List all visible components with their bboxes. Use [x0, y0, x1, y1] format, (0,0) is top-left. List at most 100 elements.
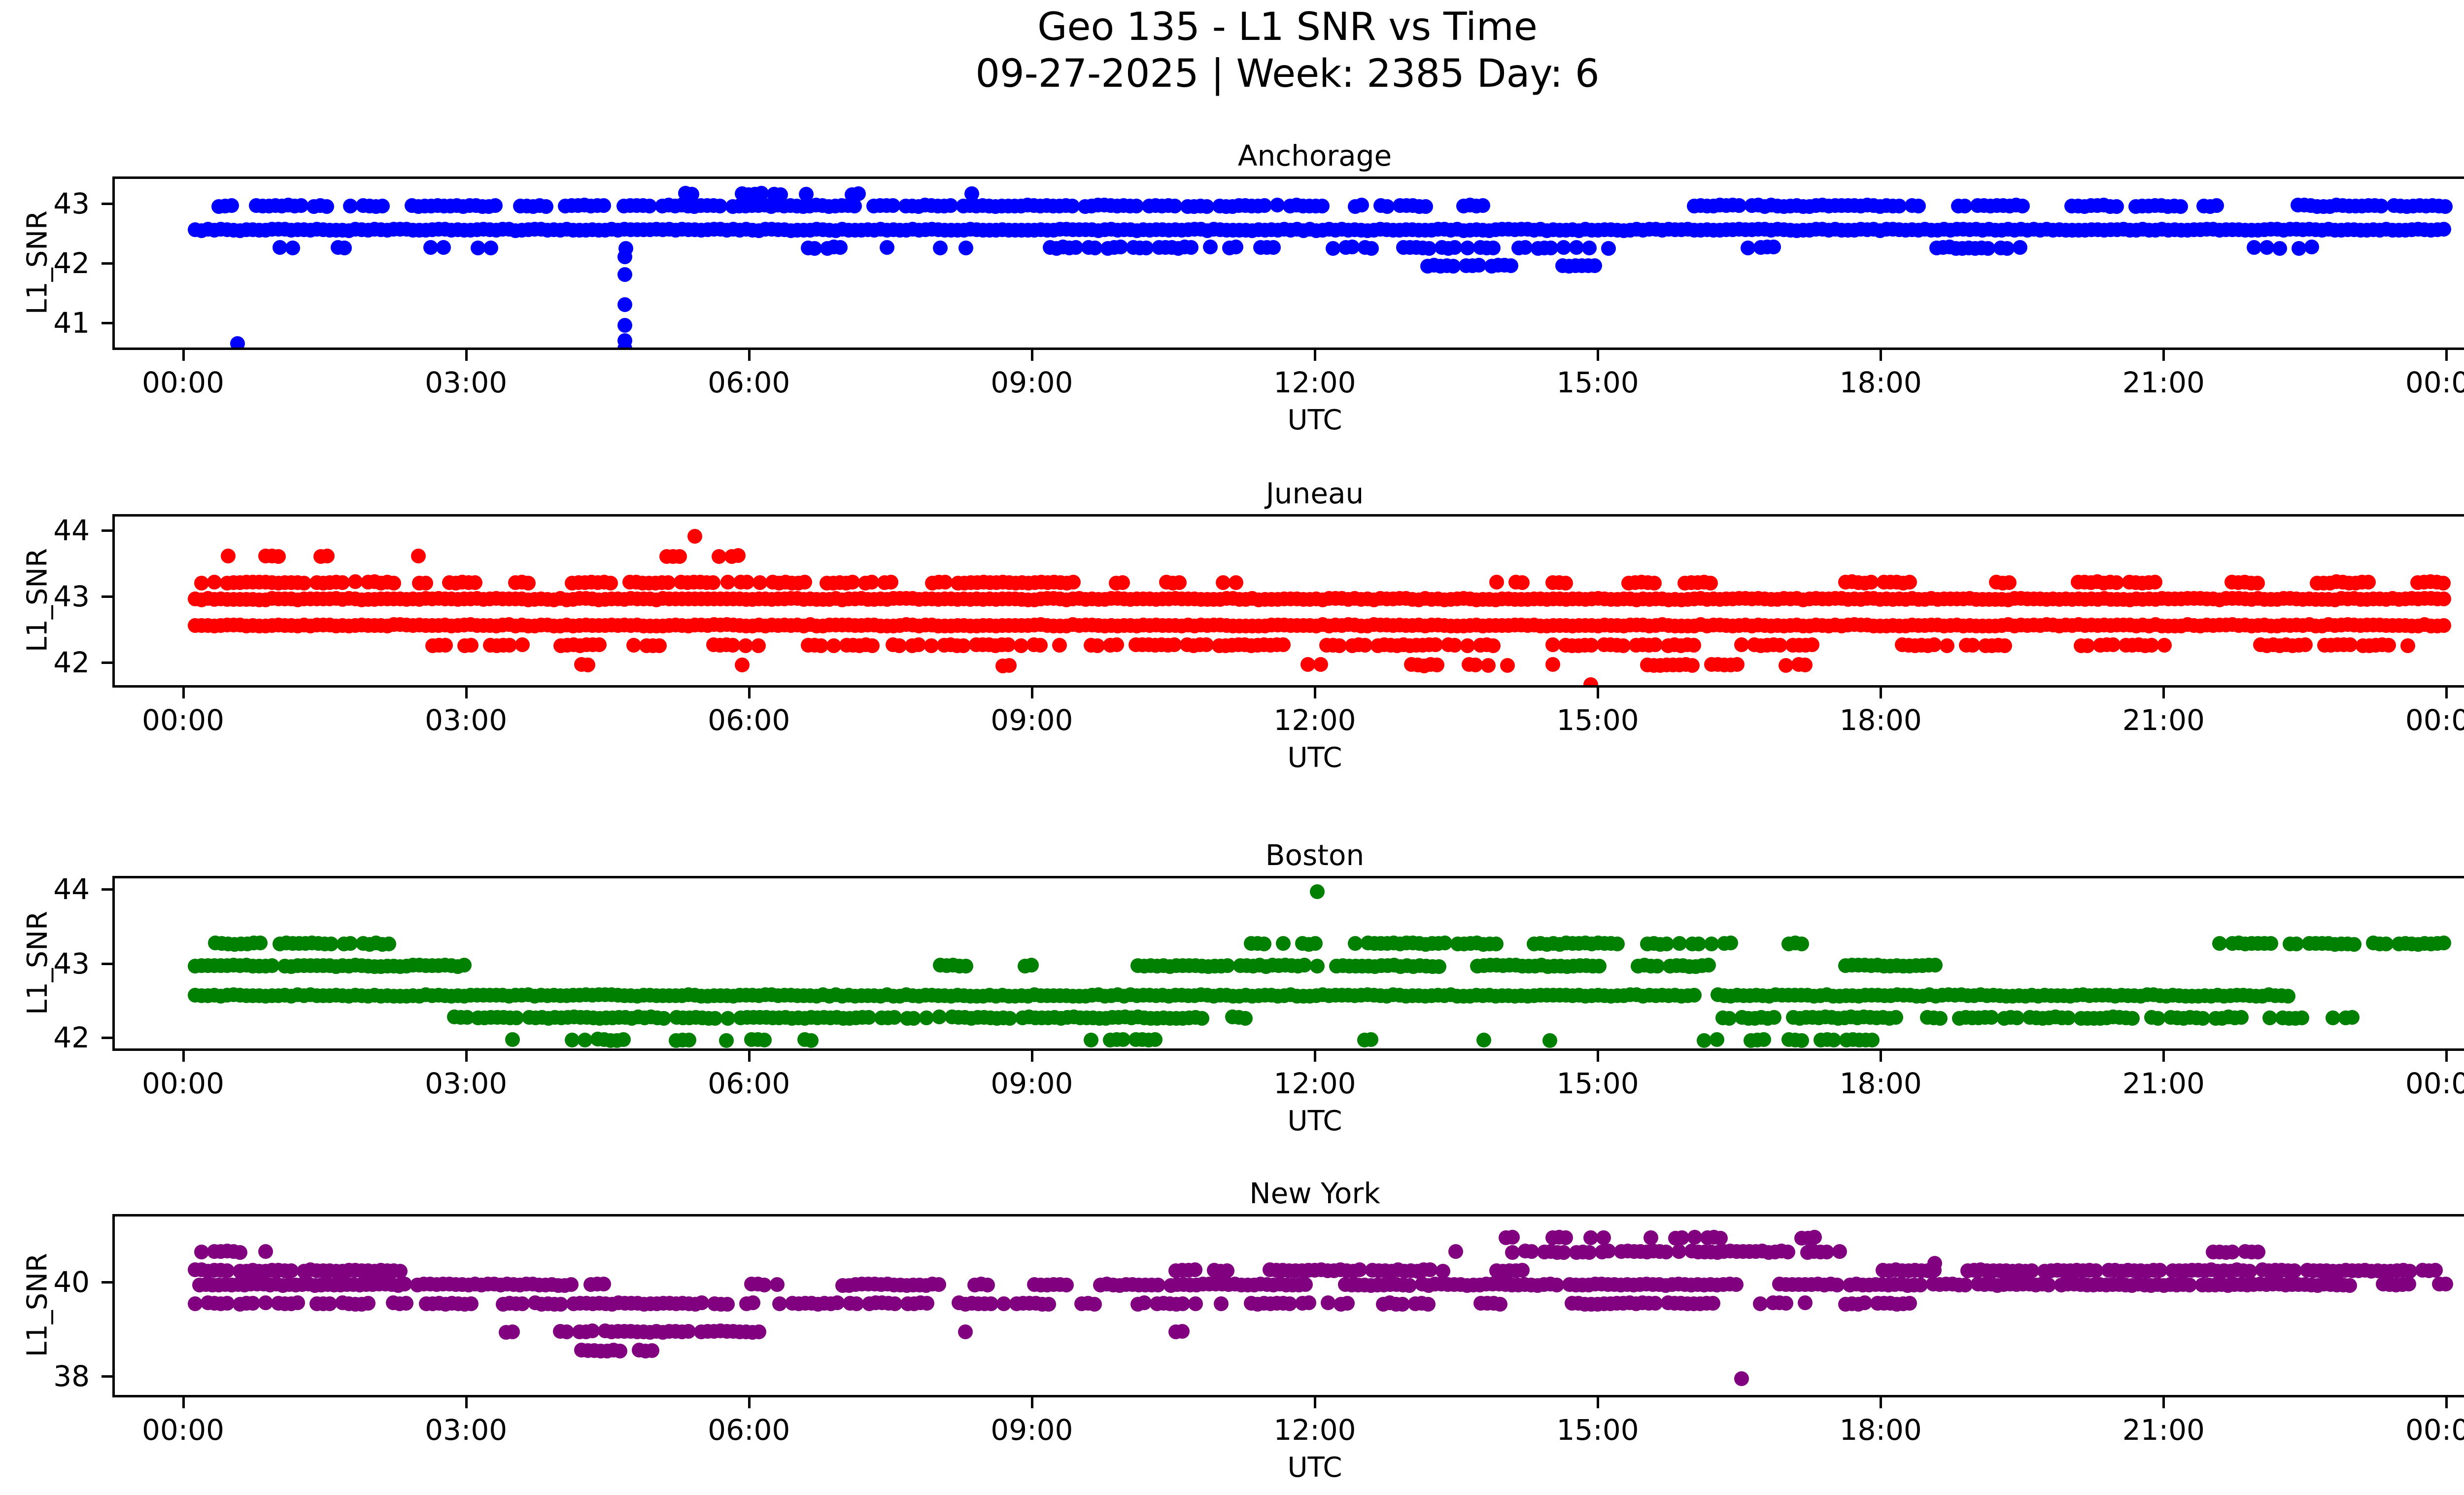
data-point — [502, 638, 517, 653]
data-point — [2381, 637, 2396, 653]
data-point — [2428, 1262, 2443, 1278]
data-point — [1587, 258, 1602, 273]
data-point — [1270, 198, 1285, 213]
data-point — [1798, 1295, 1813, 1311]
data-point — [2436, 221, 2451, 237]
data-point — [1926, 637, 1942, 652]
data-point — [756, 1033, 772, 1048]
data-point — [1301, 1295, 1317, 1310]
x-tick-label: 15:00 — [1556, 366, 1639, 399]
data-point — [1902, 574, 1917, 590]
x-tick-label: 06:00 — [708, 1413, 790, 1447]
data-point — [1805, 637, 1820, 652]
data-point — [1505, 1245, 1520, 1260]
data-point — [487, 198, 503, 213]
data-point — [596, 198, 611, 213]
data-point — [232, 1245, 247, 1260]
data-point — [1864, 1032, 1880, 1047]
data-point — [1229, 240, 1244, 255]
data-point — [1109, 637, 1124, 653]
data-point — [360, 1296, 376, 1311]
x-tick-label: 03:00 — [425, 366, 508, 399]
data-point — [681, 1033, 696, 1048]
data-point — [645, 1343, 660, 1358]
data-point — [1059, 1278, 1074, 1293]
data-point — [1596, 1230, 1611, 1246]
data-point — [271, 549, 286, 564]
data-point — [2281, 988, 2296, 1004]
data-point — [1219, 1263, 1234, 1279]
data-point — [751, 638, 766, 654]
data-point — [1448, 1244, 1463, 1259]
data-point — [505, 1324, 520, 1339]
data-point — [1024, 958, 1039, 973]
x-tick-label: 06:00 — [708, 1067, 790, 1100]
data-point — [958, 241, 973, 256]
data-point — [886, 198, 901, 213]
data-point — [2361, 575, 2376, 590]
data-point — [1505, 1230, 1520, 1245]
x-tick-label: 15:00 — [1556, 703, 1639, 737]
figure-title-line2: 09-27-2025 | Week: 2385 Day: 6 — [975, 52, 1600, 97]
data-point — [1794, 936, 1809, 951]
data-point — [1486, 638, 1501, 654]
x-tick-label: 15:00 — [1556, 1413, 1639, 1447]
x-tick-mark — [748, 1051, 751, 1062]
data-point — [931, 1277, 946, 1292]
data-point — [1701, 958, 1716, 973]
data-point — [1432, 959, 1447, 974]
data-point — [1939, 638, 1954, 654]
x-tick-label: 12:00 — [1273, 1067, 1356, 1100]
x-tick-label: 00:00 — [141, 1067, 225, 1100]
data-point — [2347, 937, 2362, 952]
data-point — [980, 1278, 995, 1293]
data-point — [1436, 1263, 1451, 1279]
x-tick-mark — [748, 688, 751, 698]
figure-title: Geo 135 - L1 SNR vs Time 09-27-2025 | We… — [0, 4, 2464, 98]
data-point — [521, 575, 536, 591]
data-point — [2251, 1244, 2266, 1259]
data-point — [1340, 1296, 1355, 1311]
data-point — [847, 198, 862, 213]
data-point — [2436, 591, 2451, 607]
x-tick-label: 00:00 — [2405, 1413, 2464, 1447]
data-point — [1957, 199, 1973, 214]
data-point — [2147, 574, 2162, 590]
data-point — [1194, 1011, 1209, 1026]
data-point — [1147, 1032, 1163, 1047]
data-point — [617, 267, 633, 282]
data-point — [804, 1033, 819, 1048]
y-axis-label: L1_SNR — [21, 548, 54, 653]
plot-area — [112, 514, 2464, 688]
x-tick-label: 12:00 — [1273, 366, 1356, 399]
data-point — [1065, 575, 1081, 590]
x-tick-mark — [1314, 1397, 1316, 1408]
data-point — [1514, 1263, 1530, 1278]
data-point — [1709, 1032, 1724, 1047]
data-point — [1713, 1230, 1728, 1246]
data-point — [1167, 198, 1183, 213]
subplot-title: Anchorage — [1237, 139, 1392, 173]
x-tick-label: 09:00 — [991, 1067, 1073, 1100]
data-point — [1174, 1323, 1190, 1339]
plot-area — [112, 876, 2464, 1051]
x-tick-mark — [1880, 1397, 1882, 1408]
y-axis-label: L1_SNR — [21, 210, 54, 315]
data-point — [734, 657, 750, 672]
x-tick-mark — [2162, 688, 2165, 698]
data-point — [1315, 198, 1330, 213]
y-tick-mark — [102, 1281, 112, 1284]
data-point — [2304, 240, 2320, 255]
data-point — [2435, 575, 2451, 591]
data-point — [1780, 1245, 1795, 1260]
data-point — [1542, 1033, 1558, 1048]
data-point — [253, 935, 268, 950]
x-tick-mark — [2445, 688, 2448, 698]
data-point — [2109, 199, 2124, 214]
data-point — [411, 548, 426, 563]
x-tick-label: 21:00 — [2122, 703, 2205, 737]
x-tick-label: 18:00 — [1839, 1067, 1922, 1100]
y-tick-mark — [102, 1036, 112, 1039]
data-point — [617, 249, 633, 264]
